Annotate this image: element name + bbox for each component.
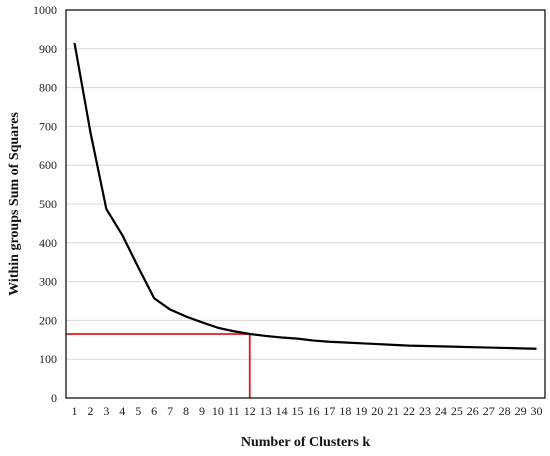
series-line [73, 42, 537, 350]
y-tick-label: 500 [39, 197, 57, 211]
y-tick-labels: 0 100 200 300 400 500 600 700 800 900 1000 [33, 3, 57, 405]
series-group [73, 42, 537, 350]
x-tick-label: 5 [135, 404, 141, 418]
x-tick-label: 17 [323, 404, 335, 418]
x-tick-label: 7 [167, 404, 173, 418]
optimal-k-marker [66, 333, 251, 398]
x-tick-label: 9 [199, 404, 205, 418]
gridlines [66, 48, 545, 360]
x-tick-label: 29 [515, 404, 527, 418]
x-tick-label: 14 [276, 404, 288, 418]
x-tick-label: 1 [72, 404, 78, 418]
x-tick-label: 21 [387, 404, 399, 418]
y-axis-title: Within groups Sum of Squares [7, 112, 22, 296]
y-tick-label: 800 [39, 81, 57, 95]
y-tick-label: 200 [39, 313, 57, 327]
x-tick-label: 12 [244, 404, 256, 418]
x-tick-label: 26 [467, 404, 479, 418]
x-axis-title: Number of Clusters k [241, 435, 370, 450]
y-tick-label: 600 [39, 158, 57, 172]
x-tick-label: 30 [531, 404, 543, 418]
x-tick-label: 25 [451, 404, 463, 418]
x-tick-label: 8 [183, 404, 189, 418]
y-tick-label: 900 [39, 42, 57, 56]
x-tick-label: 6 [151, 404, 157, 418]
y-tick-label: 0 [51, 391, 57, 405]
y-tick-label: 400 [39, 236, 57, 250]
x-tick-label: 4 [119, 404, 125, 418]
x-tick-labels: 1 2 3 4 5 6 7 8 9 10 11 12 13 14 15 16 17 18 19 20 21 22 23 24 2… [72, 404, 543, 418]
x-tick-label: 10 [212, 404, 224, 418]
plot-frame [65, 9, 546, 399]
y-tick-label: 700 [39, 119, 57, 133]
x-tick-label: 13 [260, 404, 272, 418]
x-tick-label: 18 [339, 404, 351, 418]
x-tick-label: 15 [292, 404, 304, 418]
x-tick-label: 16 [307, 404, 319, 418]
x-tick-label: 24 [435, 404, 447, 418]
x-tick-label: 11 [228, 404, 240, 418]
x-tick-label: 19 [355, 404, 367, 418]
x-tick-label: 23 [419, 404, 431, 418]
x-tick-label: 28 [499, 404, 511, 418]
x-tick-label: 22 [403, 404, 415, 418]
y-tick-label: 1000 [33, 3, 57, 17]
x-tick-label: 2 [87, 404, 93, 418]
y-tick-label: 100 [39, 352, 57, 366]
x-tick-label: 3 [103, 404, 109, 418]
x-tick-label: 27 [483, 404, 495, 418]
y-tick-label: 300 [39, 275, 57, 289]
x-tick-label: 20 [371, 404, 383, 418]
